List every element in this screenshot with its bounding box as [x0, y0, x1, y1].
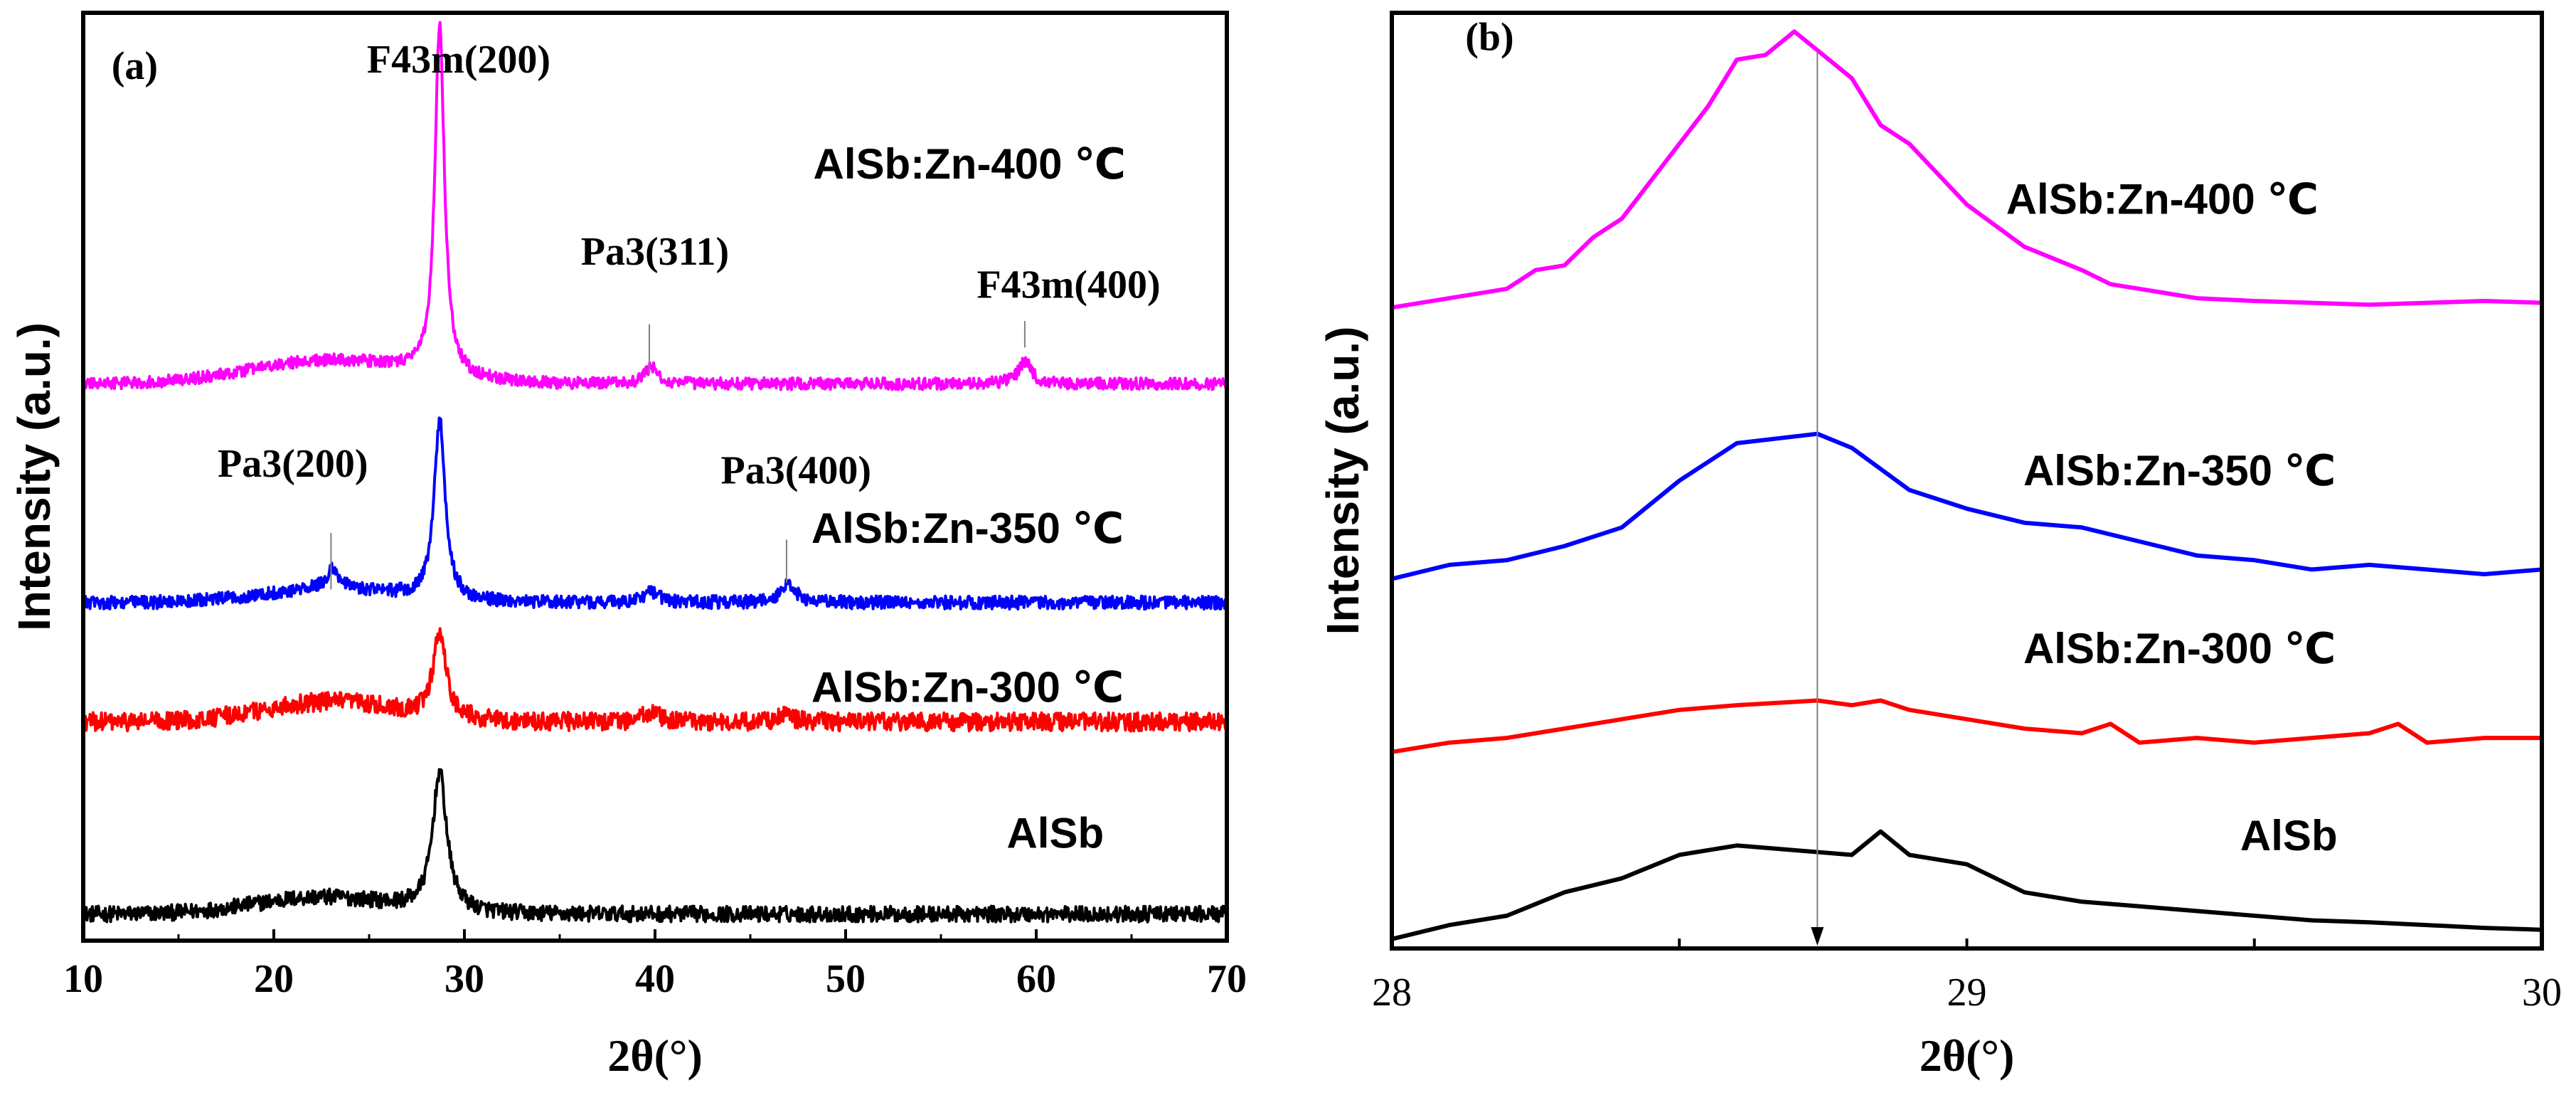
x-tick-label-a: 20 — [254, 957, 294, 1001]
annotation-a-alsb-zn-350: AlSb:Zn-350 ℃ — [811, 504, 1124, 552]
x-tick-label-a: 10 — [63, 957, 103, 1001]
x-tick-label-b: 29 — [1947, 971, 1987, 1015]
plot-frame-b — [1390, 11, 2544, 951]
trace-a-alsb — [83, 768, 1228, 924]
x-tick-label-a: 50 — [826, 957, 866, 1001]
trace-b-alsb-zn-300 — [1391, 698, 2542, 754]
x-tick-label-a: 30 — [445, 957, 484, 1001]
trace-b-alsb-zn-400 — [1391, 29, 2543, 310]
reference-arrow-icon — [1811, 927, 1824, 946]
trace-b-alsb — [1391, 829, 2543, 941]
annotation-a-alsb: AlSb — [1006, 810, 1104, 857]
y-axis-label-a: Intensity (a.u.) — [9, 322, 60, 631]
annotation-a-pa3-311: Pa3(311) — [581, 230, 729, 274]
panel-a-chart: 10 20 30 40 50 60 70 2θ(°) Intensity (a.u.) (a) F4… — [9, 11, 1247, 1081]
trace-a-alsb-zn-400 — [82, 21, 1228, 391]
x-tick-label-a: 40 — [635, 957, 675, 1001]
x-tick-label-a: 70 — [1207, 957, 1247, 1001]
panel-b-chart: 28 29 30 2θ(°) Intensity (a.u.) (b) AlSb:Zn-40… — [1317, 11, 2562, 1081]
annotation-a-alsb-zn-300: AlSb:Zn-300 ℃ — [811, 664, 1124, 712]
trace-a-alsb-zn-300 — [82, 627, 1228, 733]
x-axis-label-b: 2θ(°) — [1920, 1030, 2015, 1081]
trace-b-alsb-zn-350 — [1391, 431, 2543, 581]
y-axis-label-b: Intensity (a.u.) — [1317, 327, 1368, 635]
x-tick-label-a: 60 — [1016, 957, 1056, 1001]
annotation-b-b: (b) — [1465, 16, 1513, 60]
annotation-a-alsb-zn-400: AlSb:Zn-400 ℃ — [814, 140, 1126, 188]
annotation-a-f43m-200: F43m(200) — [367, 38, 550, 82]
x-tick-label-b: 30 — [2522, 971, 2562, 1015]
annotation-a-pa3-200: Pa3(200) — [218, 442, 368, 486]
x-axis-label-a: 2θ(°) — [607, 1030, 703, 1081]
annotation-b-alsb-zn-350: AlSb:Zn-350 ℃ — [2023, 447, 2336, 495]
trace-a-alsb-zn-350 — [82, 416, 1228, 611]
annotation-a-f43m-400: F43m(400) — [976, 263, 1160, 307]
annotation-a-pa3-400: Pa3(400) — [721, 448, 872, 492]
annotation-b-alsb-zn-400: AlSb:Zn-400 ℃ — [2006, 176, 2319, 223]
annotation-b-alsb: AlSb — [2240, 812, 2338, 860]
x-tick-label-b: 28 — [1372, 971, 1412, 1015]
annotation-a-a: (a) — [112, 44, 158, 88]
annotation-b-alsb-zn-300: AlSb:Zn-300 ℃ — [2023, 625, 2336, 672]
